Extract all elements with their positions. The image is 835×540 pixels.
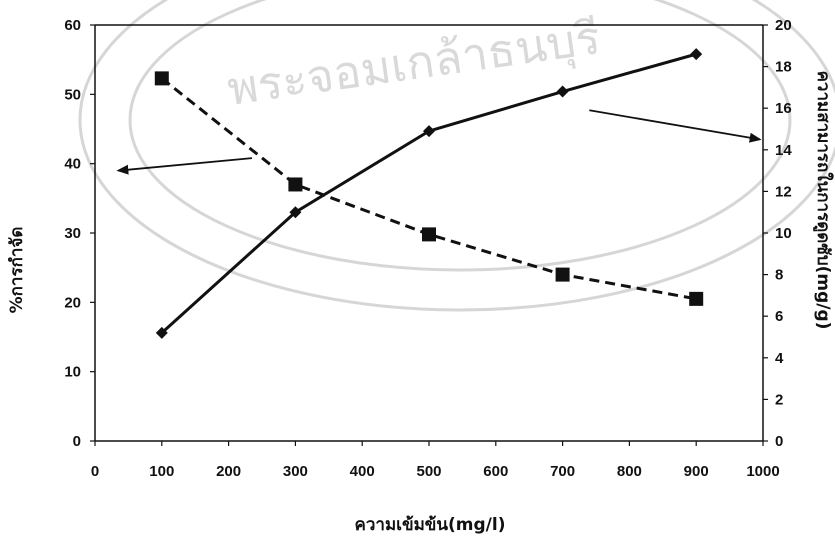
data-point-diamond [556,85,569,98]
x-tick-label: 1000 [746,463,779,480]
x-tick-label: 200 [216,463,241,480]
y2-tick-label: 14 [775,142,792,159]
x-tick-labels: 0 100 200 300 400 500 600 700 800 900 1000 [91,441,780,480]
x-tick-label: 900 [684,463,709,480]
y2-tick-label: 0 [775,433,783,450]
watermark-text: พระจอมเกล้าธนบุรี [224,10,604,118]
x-tick-label: 300 [283,463,308,480]
data-point-diamond [155,326,168,339]
y-tick-label: 20 [64,294,81,311]
y2-axis-title: ความสามารถในการดูดซับ(mg/g) [812,71,834,330]
data-point-square [154,71,169,86]
arrow-to-left-axis [116,157,253,175]
y2-tick-labels: 0 2 4 6 8 10 12 14 16 18 20 [763,17,792,450]
y2-tick-label: 10 [775,225,792,242]
y2-tick-label: 18 [775,59,792,76]
y2-tick-label: 6 [775,308,783,325]
data-point-square [288,177,303,192]
y-tick-labels: 0 10 20 30 40 50 60 [64,17,95,450]
x-tick-label: 400 [350,463,375,480]
x-tick-label: 800 [617,463,642,480]
annotation-arrows [116,109,762,175]
y2-tick-label: 16 [775,100,792,117]
data-point-diamond [289,206,302,219]
x-axis-title: ความเข้มข้น(mg/l) [354,515,505,535]
data-point-diamond [690,48,703,61]
y-tick-label: 0 [73,433,81,450]
data-point-square [689,291,704,306]
watermark: พระจอมเกล้าธนบุรี [78,0,835,312]
y2-tick-label: 2 [775,391,783,408]
x-tick-label: 700 [550,463,575,480]
y-tick-label: 50 [64,86,81,103]
y-axis-title: %การกำจัด [7,227,27,314]
y-tick-label: 40 [64,156,81,173]
x-tick-label: 600 [483,463,508,480]
arrow-to-right-axis [589,109,762,143]
x-tick-label: 0 [91,463,99,480]
y2-tick-label: 8 [775,267,783,284]
y-tick-label: 30 [64,225,81,242]
data-point-square [422,227,436,242]
x-tick-label: 500 [416,463,441,480]
data-point-diamond [423,125,435,138]
y-tick-label: 10 [64,364,81,381]
x-tick-label: 100 [149,463,174,480]
y2-tick-label: 4 [775,350,784,367]
y2-tick-label: 20 [775,17,792,34]
series-layer [154,48,704,339]
data-point-square [555,267,570,282]
y2-tick-label: 12 [775,183,792,200]
y-tick-label: 60 [64,17,81,34]
